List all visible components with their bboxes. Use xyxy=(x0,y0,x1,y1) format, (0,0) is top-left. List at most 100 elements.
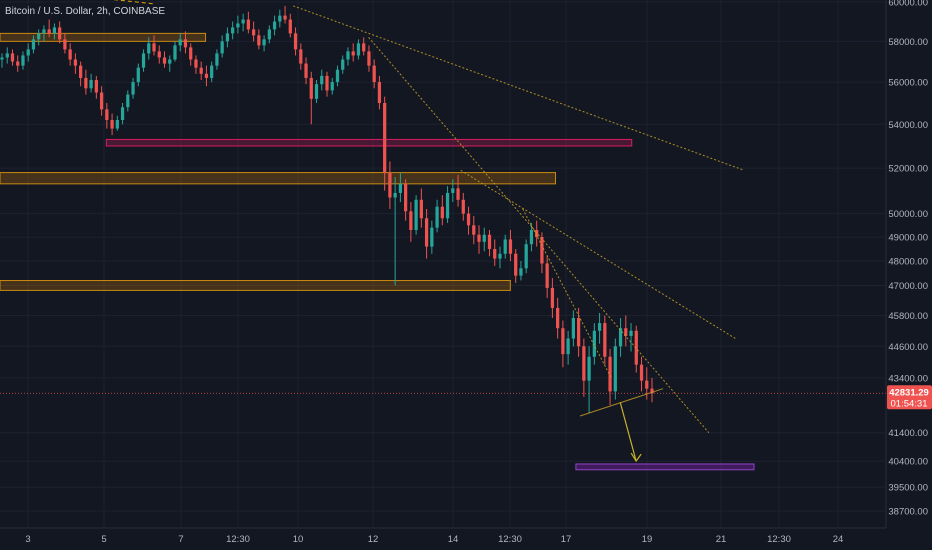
price-zone xyxy=(0,172,557,185)
trendlines[interactable] xyxy=(100,0,745,434)
candle-body xyxy=(503,239,507,254)
time-tick-label: 19 xyxy=(642,534,653,545)
chart-title: Bitcoin / U.S. Dollar, 2h, COINBASE xyxy=(5,6,165,17)
candle-body xyxy=(157,51,161,58)
candle-body xyxy=(587,356,591,381)
candle-body xyxy=(540,237,544,264)
candle-body xyxy=(445,192,450,219)
trendline xyxy=(460,169,736,339)
candle-body xyxy=(183,39,188,48)
price-tick-label: 48000.00 xyxy=(888,257,928,268)
price-axis-ticks: 60000.00 58000.00 56000.00 54000.00 52000.00… xyxy=(888,0,928,518)
price-tick-label: 41400.00 xyxy=(888,428,928,439)
candle-body xyxy=(309,77,313,99)
candle-body xyxy=(220,41,224,54)
candle-body xyxy=(73,59,78,66)
price-tick-label: 44600.00 xyxy=(888,342,928,353)
candle-body xyxy=(472,225,476,235)
candle-body xyxy=(624,328,628,336)
price-zone xyxy=(105,138,633,147)
candle-body xyxy=(335,69,340,83)
time-axis-ticks: 3 5 7 12:30 10 12 14 12:30 17 19 21 12:30 24 xyxy=(25,534,843,545)
candle-body xyxy=(456,188,460,200)
candle-body xyxy=(120,107,125,121)
price-tick-label: 45800.00 xyxy=(888,311,928,322)
candle-body xyxy=(383,102,387,173)
candle-body xyxy=(576,318,581,347)
candle-body xyxy=(645,380,649,389)
arrow-shaft xyxy=(619,402,637,462)
price-tick-label: 54000.00 xyxy=(888,120,928,131)
candle-body xyxy=(288,19,292,34)
candle-body xyxy=(608,356,612,392)
candle-body xyxy=(272,21,277,30)
price-tick-label: 56000.00 xyxy=(888,78,928,89)
candle-body xyxy=(168,59,172,64)
price-tick-label: 58000.00 xyxy=(888,37,928,48)
candle-body xyxy=(320,75,324,85)
candle-body xyxy=(162,57,167,64)
candle-body xyxy=(189,47,193,60)
candle-body xyxy=(283,15,287,20)
candle-body xyxy=(435,206,439,228)
candle-body xyxy=(63,39,67,50)
candle-body xyxy=(514,253,518,276)
candle-body xyxy=(278,15,282,22)
candle-body xyxy=(31,39,36,50)
candle-body xyxy=(529,229,534,245)
candle-body xyxy=(330,82,334,91)
time-tick-label: 3 xyxy=(25,534,30,545)
candle-body xyxy=(477,234,481,242)
countdown-label: 01:54:31 xyxy=(891,398,928,409)
candle-body xyxy=(251,29,256,36)
candle-body xyxy=(37,33,41,40)
price-zone xyxy=(0,280,511,291)
candle-body xyxy=(550,287,555,308)
candle-body xyxy=(524,244,528,269)
candle-body xyxy=(613,346,617,392)
candle-body xyxy=(482,234,486,242)
candle-body xyxy=(419,199,423,219)
candle-body xyxy=(152,43,156,52)
price-tick-label: 39500.00 xyxy=(888,483,928,494)
trendline xyxy=(293,5,745,171)
candle-body xyxy=(42,29,46,34)
candle-body xyxy=(173,45,177,60)
candle-body xyxy=(466,213,471,226)
projection-arrow[interactable] xyxy=(619,402,642,463)
arrow-head xyxy=(630,452,642,463)
candle-body xyxy=(225,33,230,42)
time-tick-label: 7 xyxy=(178,534,183,545)
candle-body xyxy=(47,29,51,34)
candle-body xyxy=(147,43,151,54)
current-price-tag[interactable]: 42831.29 01:54:31 xyxy=(887,385,932,410)
price-tick-label: 49000.00 xyxy=(888,233,928,244)
candle-body xyxy=(110,120,114,129)
candle-body xyxy=(84,77,88,89)
candle-body xyxy=(571,318,575,339)
candle-body xyxy=(582,346,586,381)
time-tick-label: 12:30 xyxy=(767,534,791,545)
candle-body xyxy=(293,33,298,50)
price-zones[interactable] xyxy=(0,32,755,471)
candle-body xyxy=(52,27,57,34)
candle-body xyxy=(545,263,549,288)
candle-body xyxy=(136,67,140,83)
candle-body xyxy=(10,53,15,62)
price-tag-box xyxy=(887,385,932,410)
candle-body xyxy=(5,53,9,58)
candle-body xyxy=(257,35,261,46)
candle-body xyxy=(639,364,644,381)
candle-body xyxy=(299,49,303,64)
candle-body xyxy=(451,188,455,193)
candle-body xyxy=(304,63,308,78)
candle-body xyxy=(314,84,319,99)
price-axis-panel[interactable] xyxy=(886,0,932,528)
candle-body xyxy=(58,27,62,40)
candle-body xyxy=(215,53,219,66)
candle-body xyxy=(498,253,502,259)
price-tick-label: 60000.00 xyxy=(888,0,928,9)
time-axis-panel[interactable] xyxy=(0,528,886,550)
candle-body xyxy=(424,218,429,247)
